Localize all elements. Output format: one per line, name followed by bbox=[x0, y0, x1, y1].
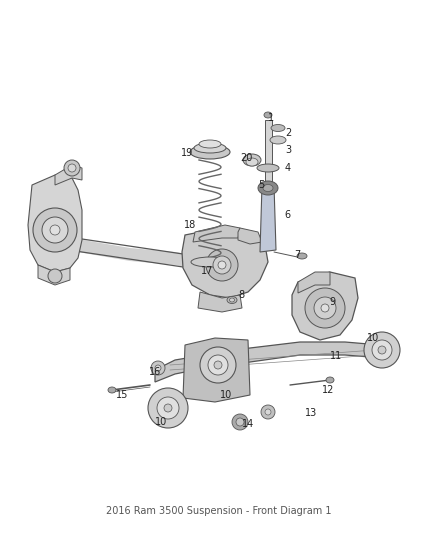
Circle shape bbox=[151, 361, 165, 375]
Text: 10: 10 bbox=[367, 333, 379, 343]
Polygon shape bbox=[182, 228, 268, 298]
Text: 19: 19 bbox=[181, 148, 193, 158]
Circle shape bbox=[372, 340, 392, 360]
Ellipse shape bbox=[194, 143, 226, 153]
Ellipse shape bbox=[190, 145, 230, 159]
Ellipse shape bbox=[227, 296, 237, 303]
Text: 12: 12 bbox=[322, 385, 334, 395]
Ellipse shape bbox=[297, 253, 307, 259]
Text: 2016 Ram 3500 Suspension - Front Diagram 1: 2016 Ram 3500 Suspension - Front Diagram… bbox=[106, 506, 332, 516]
Ellipse shape bbox=[257, 164, 279, 172]
Polygon shape bbox=[28, 175, 82, 272]
Ellipse shape bbox=[199, 140, 221, 148]
Text: 1: 1 bbox=[268, 113, 274, 123]
Ellipse shape bbox=[270, 136, 286, 144]
Circle shape bbox=[50, 225, 60, 235]
Circle shape bbox=[48, 269, 62, 283]
Text: 5: 5 bbox=[258, 180, 264, 190]
Text: 6: 6 bbox=[284, 210, 290, 220]
Circle shape bbox=[148, 388, 188, 428]
Text: 3: 3 bbox=[285, 145, 291, 155]
Polygon shape bbox=[183, 338, 250, 402]
Polygon shape bbox=[298, 272, 330, 293]
Circle shape bbox=[214, 361, 222, 369]
Circle shape bbox=[33, 208, 77, 252]
Polygon shape bbox=[38, 265, 70, 285]
Text: 2: 2 bbox=[285, 128, 291, 138]
Circle shape bbox=[206, 249, 238, 281]
Ellipse shape bbox=[230, 298, 234, 302]
Circle shape bbox=[314, 297, 336, 319]
Polygon shape bbox=[260, 185, 276, 252]
Bar bbox=[265, 120, 272, 188]
Text: 10: 10 bbox=[155, 417, 167, 427]
Ellipse shape bbox=[263, 184, 273, 191]
Polygon shape bbox=[55, 165, 82, 185]
Text: 20: 20 bbox=[240, 153, 252, 163]
Ellipse shape bbox=[264, 112, 272, 118]
Polygon shape bbox=[238, 228, 262, 244]
Text: 17: 17 bbox=[201, 266, 213, 276]
Text: 14: 14 bbox=[242, 419, 254, 429]
Ellipse shape bbox=[191, 257, 229, 267]
Circle shape bbox=[208, 355, 228, 375]
Text: 9: 9 bbox=[329, 297, 335, 307]
Circle shape bbox=[265, 409, 271, 415]
Circle shape bbox=[364, 332, 400, 368]
Circle shape bbox=[164, 404, 172, 412]
Text: 16: 16 bbox=[149, 367, 161, 377]
Circle shape bbox=[305, 288, 345, 328]
Circle shape bbox=[155, 365, 161, 371]
Ellipse shape bbox=[108, 387, 116, 393]
Circle shape bbox=[236, 418, 244, 426]
Circle shape bbox=[200, 347, 236, 383]
Circle shape bbox=[64, 160, 80, 176]
Ellipse shape bbox=[271, 125, 285, 132]
Polygon shape bbox=[193, 225, 240, 242]
Circle shape bbox=[157, 397, 179, 419]
Text: 7: 7 bbox=[294, 250, 300, 260]
Circle shape bbox=[213, 256, 231, 274]
Text: 10: 10 bbox=[220, 390, 232, 400]
Text: 18: 18 bbox=[184, 220, 196, 230]
Polygon shape bbox=[292, 272, 358, 340]
Polygon shape bbox=[198, 292, 242, 312]
Circle shape bbox=[218, 261, 226, 269]
Text: 15: 15 bbox=[116, 390, 128, 400]
Circle shape bbox=[321, 304, 329, 312]
Polygon shape bbox=[55, 235, 210, 271]
Text: 4: 4 bbox=[285, 163, 291, 173]
Ellipse shape bbox=[243, 154, 261, 166]
Text: 11: 11 bbox=[330, 351, 342, 361]
Circle shape bbox=[232, 414, 248, 430]
Circle shape bbox=[42, 217, 68, 243]
Polygon shape bbox=[155, 342, 382, 382]
Ellipse shape bbox=[326, 377, 334, 383]
Circle shape bbox=[68, 164, 76, 172]
Text: 13: 13 bbox=[305, 408, 317, 418]
Ellipse shape bbox=[246, 158, 258, 166]
Text: 8: 8 bbox=[238, 290, 244, 300]
Ellipse shape bbox=[258, 181, 278, 195]
Circle shape bbox=[261, 405, 275, 419]
Circle shape bbox=[378, 346, 386, 354]
